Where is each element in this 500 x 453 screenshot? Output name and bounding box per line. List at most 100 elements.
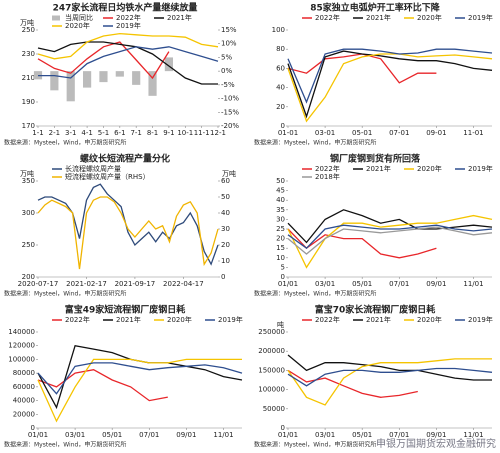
x-tick-label: 4-1 [81, 129, 92, 137]
y2-tick-label: 5% [221, 53, 232, 61]
y-tick-label: 20 [276, 103, 285, 111]
y-tick-label: 0 [31, 424, 35, 432]
legend-label: 2020年 [417, 13, 442, 22]
legend-label: 当周同比 [65, 13, 93, 22]
series-line [37, 369, 168, 402]
x-tick-label: 11/01 [463, 280, 483, 288]
y2-tick-label: -15% [221, 108, 239, 116]
chart-title: 螺纹长短流程产量分化 [80, 153, 170, 165]
legend-label: 2022年 [65, 315, 90, 324]
x-tick-label: 2021-02-17 [66, 280, 107, 288]
y2-tick-label: 10 [221, 257, 230, 265]
series-line [287, 367, 493, 387]
x-tick-label: 07/01 [389, 431, 409, 439]
series-line [287, 50, 493, 119]
legend-label: 2019年 [218, 315, 243, 324]
y-tick-label: 250 [22, 241, 35, 249]
source-note: 数据来源：Mysteel，Wind，申万期货研究所 [254, 441, 376, 449]
y-tick-label: 350 [22, 177, 35, 185]
y-axis-label: 万吨 [20, 18, 34, 27]
x-tick-label: 11/01 [463, 431, 483, 439]
y-tick-label: 100000 [258, 386, 285, 394]
x-tick-label: 09/01 [426, 431, 446, 439]
watermark: 申银万国期货宏观金融研究 [376, 437, 496, 450]
x-tick-label: 05/01 [102, 431, 122, 439]
series-line [37, 32, 219, 60]
y2-tick-label: 50 [221, 193, 230, 201]
x-tick-label: 05/01 [352, 280, 372, 288]
y-tick-label: 300 [22, 209, 35, 217]
y-tick-label: 80 [276, 45, 285, 53]
y-axis-label: 万吨 [20, 169, 34, 178]
y-tick-label: 50000 [263, 405, 285, 413]
legend-swatch [52, 15, 60, 21]
y2-tick-label: -20% [221, 122, 239, 130]
legend-label: 2020年 [417, 164, 442, 173]
y-tick-label: 50 [276, 177, 285, 185]
bar [99, 71, 108, 83]
y-tick-label: 45 [276, 187, 285, 195]
series-line [287, 354, 492, 381]
x-tick-label: 3-1 [65, 129, 76, 137]
series-line [37, 183, 219, 266]
chart-title: 85家独立电弧炉开工率环比下降 [310, 2, 441, 14]
y-tick-label: 15 [276, 244, 285, 252]
series-line [287, 214, 493, 269]
legend-label: 2020年 [417, 315, 442, 324]
y2-tick-label: -10% [221, 95, 239, 103]
y-tick-label: 190 [22, 98, 35, 106]
y-tick-label: 100 [272, 26, 285, 34]
y-tick-label: 170 [22, 122, 35, 130]
y-tick-label: 250000 [258, 328, 285, 336]
bar [83, 71, 92, 88]
x-tick-label: 7-1 [130, 129, 141, 137]
y-tick-label: 0 [281, 122, 285, 130]
series-line [287, 358, 492, 406]
bar [66, 71, 75, 102]
y-tick-label: 200 [22, 273, 35, 281]
x-tick-label: 1-1 [32, 129, 43, 137]
legend-label: 长流程螺纹周产量 [65, 164, 121, 173]
y-tick-label: 10 [276, 254, 285, 262]
y-tick-label: 25 [276, 225, 285, 233]
chart-title: 富宝70家长流程钢厂废钢日耗 [315, 304, 436, 316]
x-tick-label: 03/01 [315, 431, 335, 439]
y-tick-label: 40 [276, 196, 285, 204]
y-tick-label: 120000 [8, 342, 35, 350]
chart-title: 钢厂废钢到货有所回落 [330, 153, 421, 165]
series-line [287, 209, 493, 244]
y-tick-label: 0 [281, 273, 285, 281]
y2-tick-label: -5% [221, 81, 235, 89]
y-tick-label: 140000 [8, 328, 35, 336]
legend-label: 2022年 [315, 13, 340, 22]
x-tick-label: 07/01 [139, 431, 159, 439]
legend-label: 2021年 [167, 13, 192, 22]
source-note: 数据来源：Mysteel，Wind，申万期货研究所 [4, 441, 126, 449]
legend-label: 2019年 [116, 21, 141, 30]
legend-label: 2019年 [468, 13, 493, 22]
chart-title: 247家长流程日均铁水产量继续放量 [53, 2, 198, 14]
x-tick-label: 11-01 [463, 129, 483, 137]
y-tick-label: 100000 [8, 355, 35, 363]
y-tick-label: 0 [281, 424, 285, 432]
y2-tick-label: 0% [221, 67, 232, 75]
series-line [287, 226, 493, 255]
source-note: 数据来源：Mysteel，Wind，申万期货研究所 [4, 290, 126, 298]
y2-tick-label: 15% [221, 26, 237, 34]
y2-tick-label: 20 [221, 241, 230, 249]
source-note: 数据来源：Mysteel，Wind，申万期货研究所 [254, 290, 376, 298]
y2-axis-label: 万吨 [222, 169, 236, 178]
x-tick-label: 05-01 [352, 129, 372, 137]
x-tick-label: 6-1 [114, 129, 125, 137]
y-tick-label: 150000 [258, 366, 285, 374]
x-tick-label: 01/01 [28, 431, 48, 439]
x-tick-label: 09/01 [426, 280, 446, 288]
y-tick-label: 210 [22, 74, 35, 82]
series-line [37, 358, 242, 423]
legend-label: 2021年 [116, 315, 141, 324]
y-tick-label: 40 [276, 84, 285, 92]
series-line [287, 228, 437, 259]
x-tick-label: 2020-07-17 [18, 280, 59, 288]
legend-label: 2022年 [315, 164, 340, 173]
